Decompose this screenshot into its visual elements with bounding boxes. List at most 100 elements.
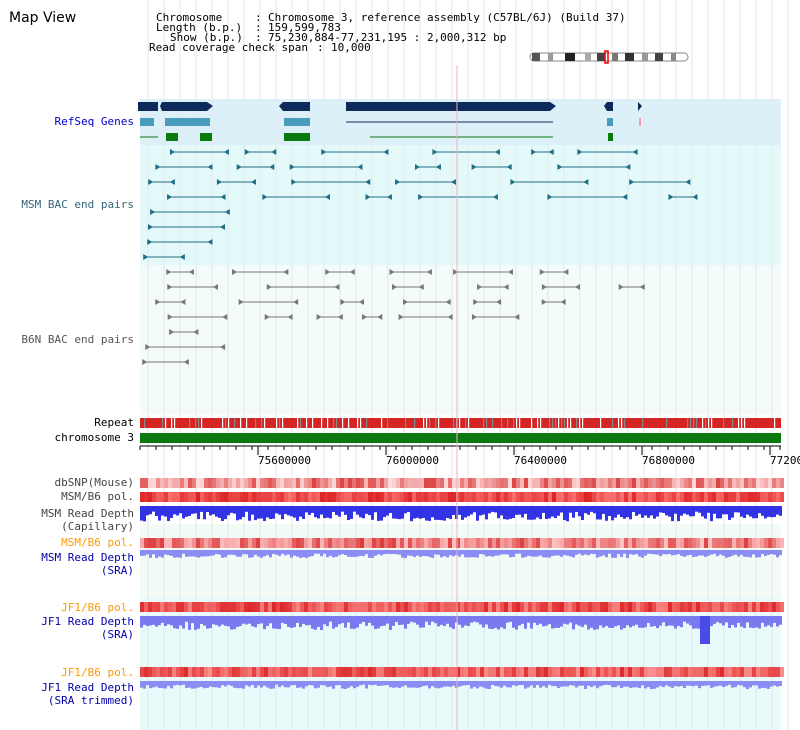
depth-bar [443,506,446,521]
depth-bar [755,616,758,628]
heatmap-cell [144,667,148,677]
heatmap-cell [164,602,168,612]
repeat-stripe [600,418,602,428]
depth-bar [611,616,614,628]
depth-bar [176,616,179,629]
depth-bar [509,550,512,558]
depth-bar [713,616,716,624]
depth-bar [185,506,188,517]
heatmap-cell [452,538,456,548]
depth-bar [530,681,533,686]
heatmap-cell [708,478,712,488]
depth-bar [671,506,674,522]
heatmap-cell [328,478,332,488]
heatmap-cell [144,478,148,488]
bac-end [541,284,547,290]
depth-bar [278,550,281,557]
heatmap-cell [372,602,376,612]
bac-end [365,179,371,185]
heatmap-cell [324,538,328,548]
depth-bar [764,681,767,689]
depth-bar [506,616,509,623]
refseq-genes-track[interactable] [138,102,642,141]
heatmap-cell [344,667,348,677]
heatmap-cell [376,538,380,548]
depth-bar [425,616,428,622]
heatmap-cell [648,538,652,548]
depth-bar [197,616,200,629]
heatmap-cell [672,538,676,548]
heatmap-cell [224,667,228,677]
depth-bar [146,616,149,627]
heatmap-cell [624,478,628,488]
depth-bar [674,506,677,514]
depth-bar [728,681,731,685]
repeat-stripe [516,418,518,428]
heatmap-cell [360,602,364,612]
depth-bar [320,550,323,557]
heatmap-cell [320,478,324,488]
heatmap-cell [576,667,580,677]
depth-bar [212,681,215,688]
depth-bar [275,616,278,629]
heatmap-cell [308,667,312,677]
depth-bar [140,506,143,521]
depth-bar [467,506,470,517]
heatmap-cell [312,478,316,488]
depth-bar [689,681,692,686]
depth-bar [695,681,698,686]
depth-bar [248,681,251,687]
heatmap-cell [476,667,480,677]
depth-bar [686,506,689,515]
bac-end [220,194,226,200]
heatmap-cell [328,667,332,677]
heatmap-cell [152,538,156,548]
bac-end [563,269,569,275]
heatmap-cell [668,667,672,677]
bac-end [145,344,151,350]
heatmap-cell [560,492,564,502]
heatmap-cell [456,492,460,502]
heatmap-cell [684,667,688,677]
depth-bar [704,550,707,557]
depth-bar [434,506,437,520]
heatmap-cell [472,538,476,548]
depth-bar [248,616,251,624]
heatmap-cell [420,538,424,548]
heatmap-cell [700,492,704,502]
bac-end [583,179,589,185]
depth-bar [275,506,278,514]
depth-bar [677,616,680,626]
heatmap-cell [308,538,312,548]
heatmap-cell [692,492,696,502]
bac-end [212,284,218,290]
heatmap-cell [272,538,276,548]
depth-bar [713,506,716,514]
depth-bar [503,681,506,686]
heatmap-cell [620,492,624,502]
chromosome-ideogram[interactable] [529,50,689,64]
heatmap-cell [140,492,144,502]
heatmap-cell [612,478,616,488]
depth-bar [218,681,221,688]
depth-bar [740,616,743,627]
depth-bar [710,506,713,522]
heatmap-cell [356,602,360,612]
depth-bar [605,681,608,685]
depth-bar [584,616,587,625]
heatmap-cell [296,538,300,548]
depth-bar [461,681,464,686]
heatmap-cell [696,492,700,502]
msm-bac-pairs[interactable] [143,149,698,260]
heatmap-cell [392,667,396,677]
depth-bar [605,506,608,521]
b6n-bac-pairs[interactable] [142,269,645,365]
depth-bar [743,506,746,519]
repeat-stripe [744,418,746,428]
depth-bar [698,550,701,556]
heatmap-cell [616,667,620,677]
depth-bar [683,506,686,514]
depth-bar [305,616,308,626]
heatmap-cell [580,492,584,502]
